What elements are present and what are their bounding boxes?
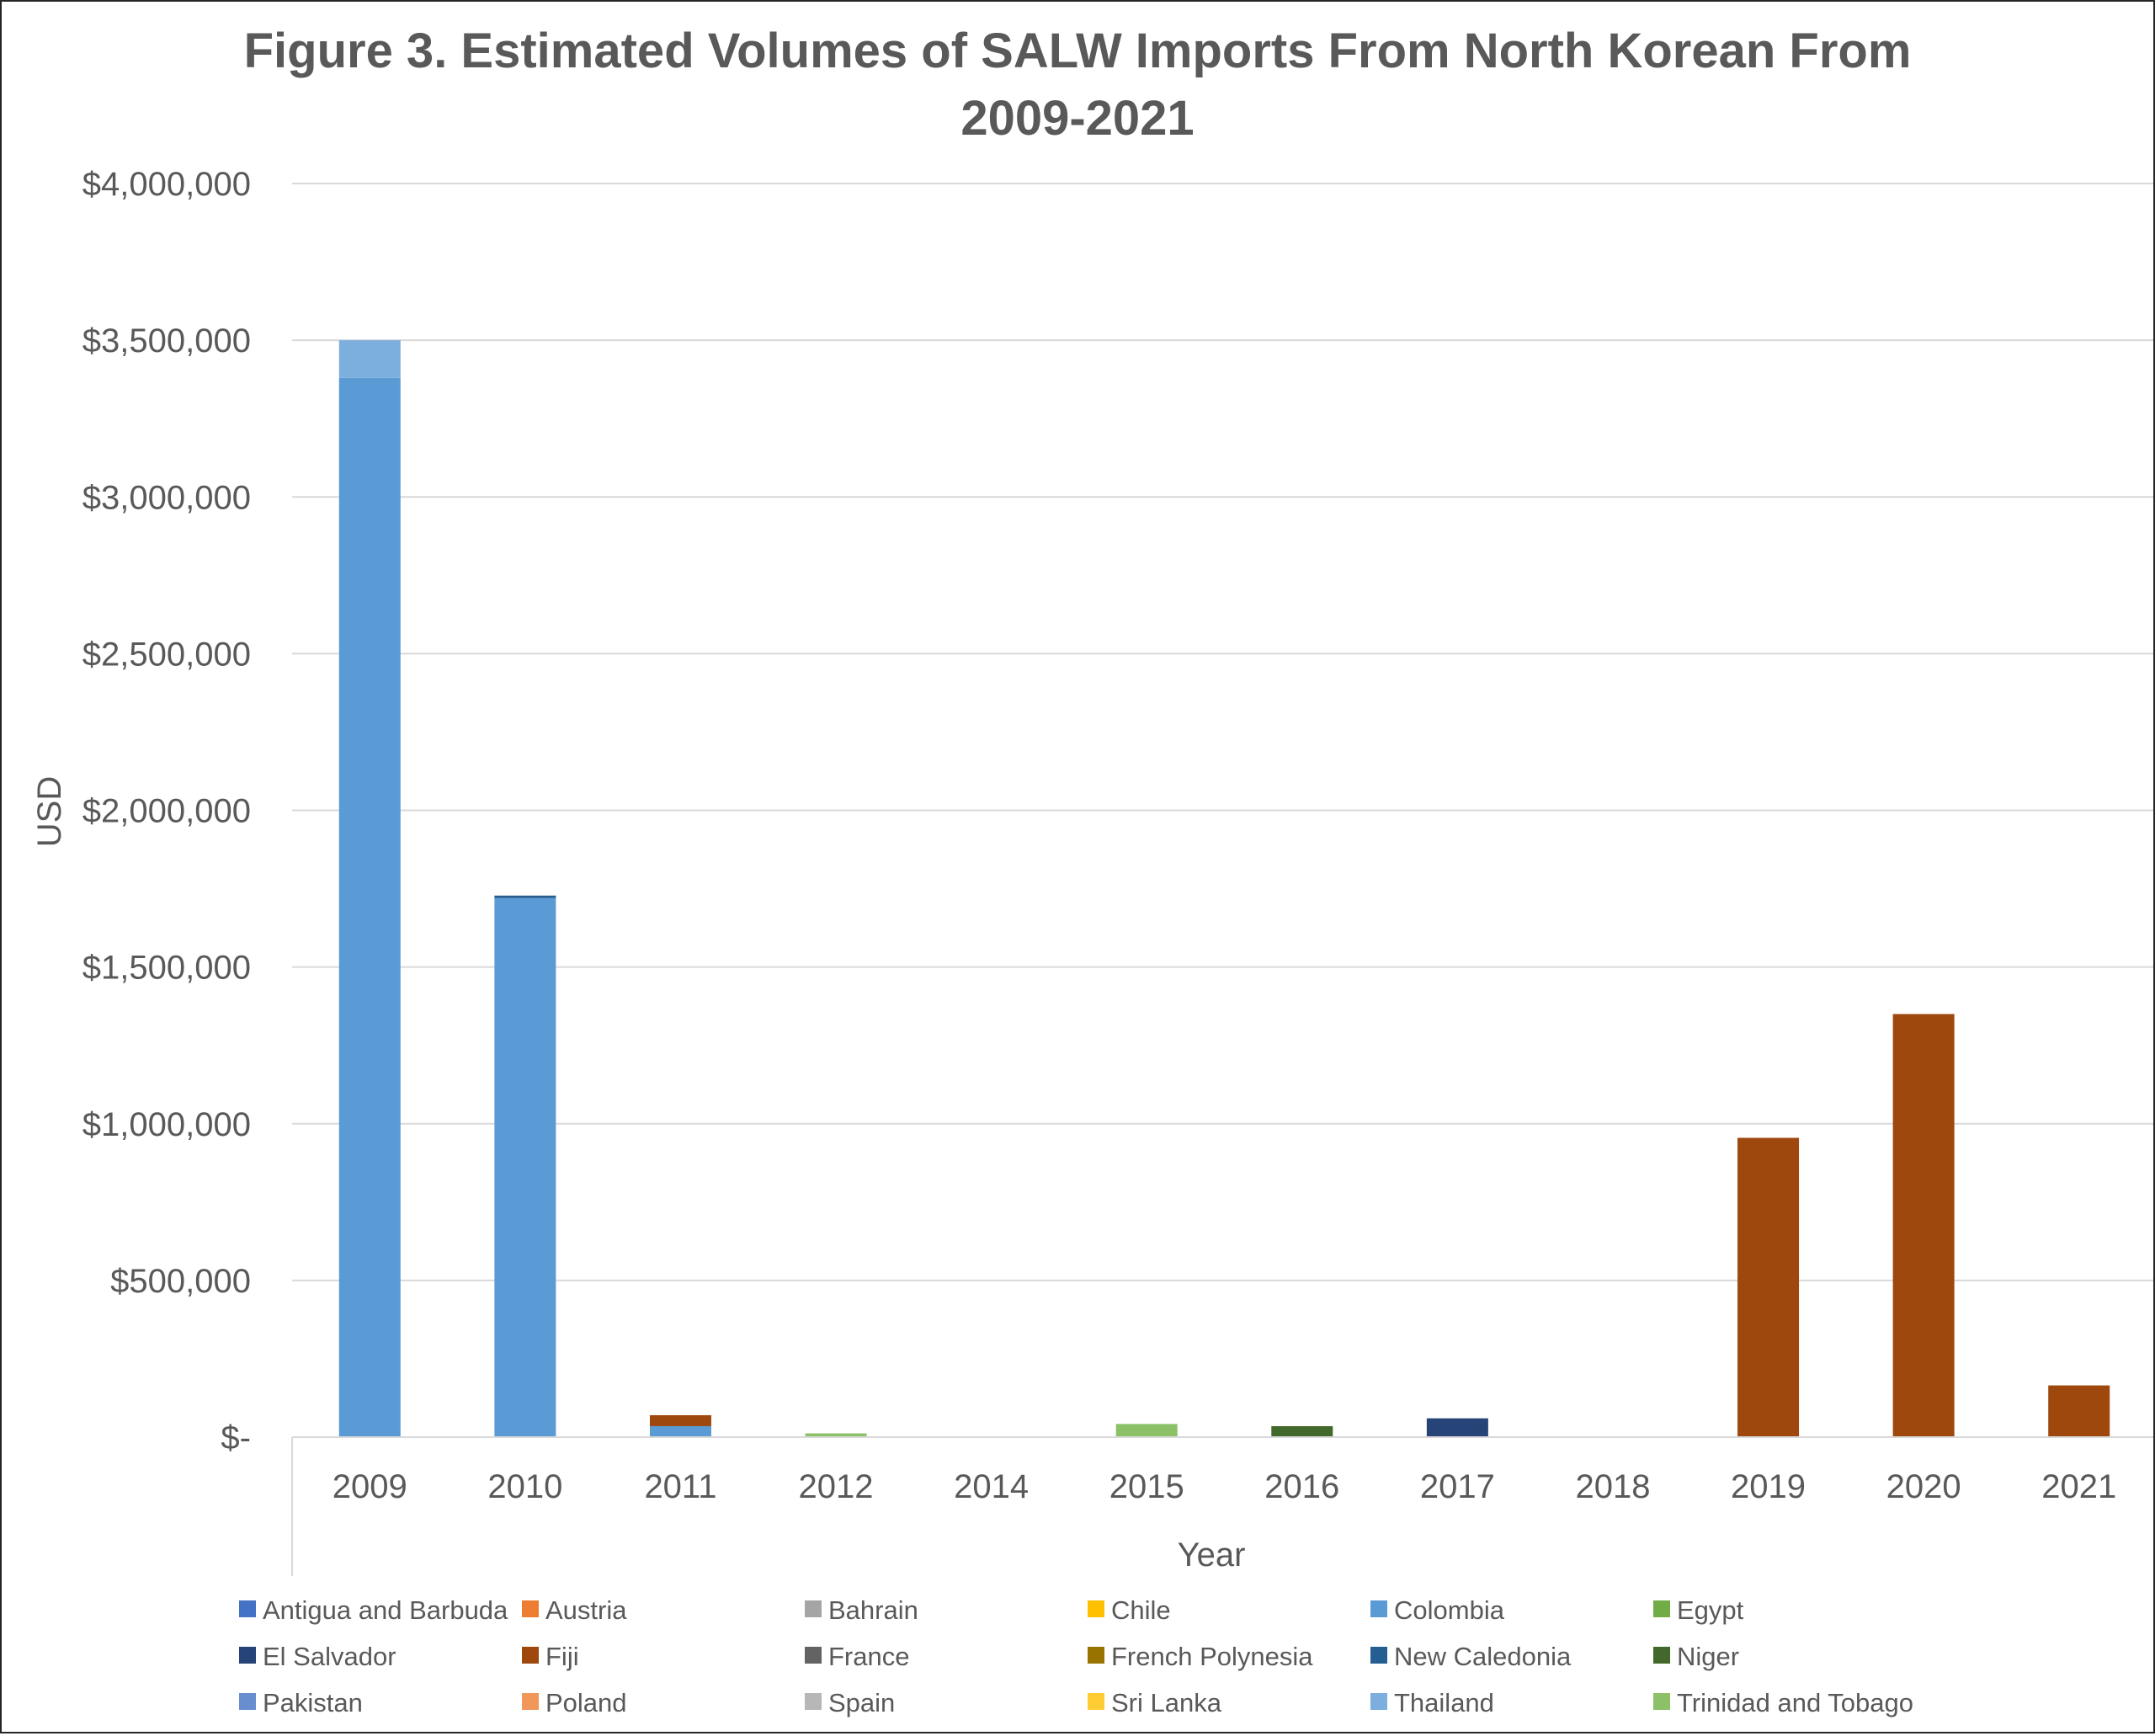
- x-tick-label: 2018: [1575, 1468, 1650, 1505]
- y-tick-label: $3,000,000: [82, 479, 251, 516]
- legend-swatch: [239, 1600, 256, 1617]
- x-tick-label: 2009: [333, 1468, 407, 1505]
- x-axis-tick-labels: 2009 2010 2011 2012 2014 2015 2016 2017 2018 2019…: [333, 1468, 2116, 1505]
- bar-segment: [1271, 1425, 1333, 1437]
- legend-swatch: [522, 1600, 539, 1617]
- legend-swatch: [1088, 1600, 1104, 1617]
- legend-label: Thailand: [1394, 1688, 1494, 1717]
- legend-label: Austria: [545, 1595, 627, 1625]
- legend-label: Antigua and Barbuda: [263, 1595, 508, 1625]
- legend-label: Sri Lanka: [1111, 1688, 1222, 1717]
- bar-segment: [1426, 1418, 1488, 1437]
- legend-label: Niger: [1677, 1642, 1739, 1671]
- bar-segment: [1892, 1014, 1955, 1437]
- legend-label: Colombia: [1394, 1595, 1505, 1625]
- legend-swatch: [805, 1647, 822, 1664]
- bar-segment: [649, 1425, 711, 1437]
- y-axis-tick-labels: $- $500,000 $1,000,000 $1,500,000 $2,000,000…: [82, 166, 251, 1456]
- legend-label: Egypt: [1677, 1595, 1744, 1625]
- legend-swatch: [805, 1600, 822, 1617]
- bar-segment: [2048, 1385, 2110, 1437]
- legend-label: Chile: [1111, 1595, 1171, 1625]
- legend-swatch: [1088, 1647, 1104, 1664]
- legend-swatch: [1370, 1600, 1387, 1617]
- x-tick-label: 2010: [487, 1468, 562, 1505]
- y-tick-label: $1,000,000: [82, 1106, 251, 1143]
- y-tick-label: $4,000,000: [82, 166, 251, 203]
- x-tick-label: 2011: [644, 1468, 716, 1505]
- bar-segment: [1737, 1137, 1800, 1437]
- x-tick-label: 2016: [1264, 1468, 1339, 1505]
- legend-swatch: [522, 1647, 539, 1664]
- legend-swatch: [522, 1693, 539, 1710]
- chart-title-line-2: 2009-2021: [960, 91, 1194, 146]
- legend-label: Pakistan: [263, 1688, 363, 1717]
- legend-swatch: [1653, 1600, 1670, 1617]
- bar-segment: [338, 377, 401, 1437]
- legend: Antigua and Barbuda Austria Bahrain Chile Co…: [239, 1595, 1913, 1717]
- gridlines: [292, 183, 2155, 1281]
- y-tick-label: $500,000: [110, 1263, 251, 1300]
- y-tick-label: $2,000,000: [82, 793, 251, 830]
- y-tick-label: $3,500,000: [82, 322, 251, 359]
- x-tick-label: 2020: [1886, 1468, 1961, 1505]
- legend-label: French Polynesia: [1111, 1642, 1313, 1671]
- bar-segment: [494, 897, 556, 1437]
- bar-segment: [805, 1433, 867, 1437]
- legend-label: Trinidad and Tobago: [1677, 1688, 1913, 1717]
- x-tick-label: 2019: [1731, 1468, 1806, 1505]
- legend-swatch: [1088, 1693, 1104, 1710]
- legend-label: France: [828, 1642, 909, 1671]
- y-tick-label: $2,500,000: [82, 636, 251, 673]
- chart-title-line-1: Figure 3. Estimated Volumes of SALW Impo…: [244, 24, 1912, 78]
- legend-swatch: [1653, 1693, 1670, 1710]
- legend-label: New Caledonia: [1394, 1642, 1572, 1671]
- legend-swatch: [805, 1693, 822, 1710]
- x-tick-label: 2017: [1420, 1468, 1495, 1505]
- x-axis-label: Year: [1178, 1536, 1246, 1574]
- legend-swatch: [239, 1647, 256, 1664]
- legend-label: El Salvador: [263, 1642, 396, 1671]
- bar-segment: [494, 895, 556, 898]
- y-axis-label: USD: [31, 776, 68, 847]
- x-tick-label: 2015: [1109, 1468, 1184, 1505]
- x-tick-label: 2014: [954, 1468, 1029, 1505]
- y-tick-label: $1,500,000: [82, 950, 251, 987]
- legend-swatch: [1370, 1647, 1387, 1664]
- x-tick-label: 2021: [2041, 1468, 2116, 1505]
- legend-swatch: [239, 1693, 256, 1710]
- bar-segment: [649, 1414, 711, 1426]
- legend-label: Bahrain: [828, 1595, 918, 1625]
- legend-label: Fiji: [545, 1642, 579, 1671]
- y-tick-label: $-: [221, 1419, 251, 1456]
- bar-segment: [338, 340, 401, 378]
- legend-label: Poland: [545, 1688, 627, 1717]
- legend-label: Spain: [828, 1688, 895, 1717]
- bars: [338, 340, 2110, 1437]
- legend-swatch: [1370, 1693, 1387, 1710]
- x-tick-label: 2012: [799, 1468, 874, 1505]
- legend-swatch: [1653, 1647, 1670, 1664]
- bar-segment: [1115, 1424, 1178, 1437]
